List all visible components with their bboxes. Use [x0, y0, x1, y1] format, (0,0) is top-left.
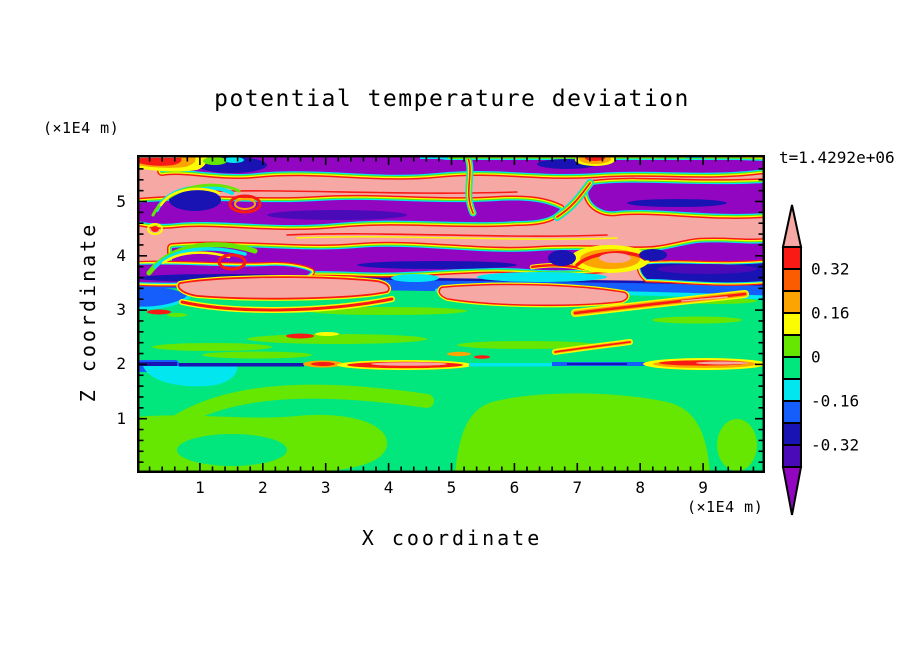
colorbar-tick-label: -0.16 — [811, 392, 859, 411]
colorbar-segment — [782, 334, 802, 358]
x-axis-title: X coordinate — [361, 526, 543, 550]
colorbar-tick-label: 0.32 — [811, 260, 850, 279]
colorbar-segment — [782, 290, 802, 314]
y-tick-label: 2 — [116, 354, 126, 374]
colorbar-segment — [782, 356, 802, 380]
x-tick-label: 2 — [257, 478, 268, 497]
y-axis-title: Z coordinate — [76, 221, 100, 403]
x-tick-label: 9 — [698, 478, 708, 497]
colorbar-segment — [782, 422, 802, 446]
contour-field-image — [137, 155, 765, 473]
colorbar-segment — [782, 246, 802, 270]
colorbar-segment — [782, 444, 802, 468]
y-tick-label: 1 — [116, 408, 126, 428]
colorbar-arrow-up — [781, 204, 803, 248]
colorbar-legend: 0.32 0.16 0 -0.16 -0.32 — [781, 203, 901, 523]
x-tick-label: 8 — [635, 478, 645, 497]
colorbar-segment — [782, 378, 802, 402]
x-tick-label: 5 — [446, 478, 457, 497]
time-annotation: t=1.4292e+06 — [779, 148, 895, 167]
x-tick-label: 7 — [572, 478, 583, 497]
colorbar-tick-label: 0 — [811, 348, 821, 367]
x-tick-label: 1 — [195, 478, 205, 497]
x-tick-label: 3 — [320, 478, 331, 497]
colorbar-arrow-down — [781, 466, 803, 516]
y-tick-label: 4 — [116, 245, 126, 265]
y-tick-label: 3 — [116, 300, 126, 320]
colorbar-tick-label: 0.16 — [811, 304, 850, 323]
contour-plot-area — [137, 155, 765, 473]
y-tick-label: 5 — [116, 191, 126, 211]
colorbar-segment — [782, 268, 802, 292]
page-title: potential temperature deviation — [214, 86, 690, 112]
x-axis-units: (×1E4 m) — [687, 498, 764, 516]
colorbar-segment — [782, 312, 802, 336]
plot-border — [137, 155, 765, 473]
x-tick-label: 4 — [383, 478, 394, 497]
y-axis-units: (×1E4 m) — [43, 119, 120, 137]
colorbar-segment — [782, 400, 802, 424]
axis-ticks — [139, 157, 763, 471]
x-tick-label: 6 — [509, 478, 520, 497]
colorbar-tick-label: -0.32 — [811, 436, 859, 455]
